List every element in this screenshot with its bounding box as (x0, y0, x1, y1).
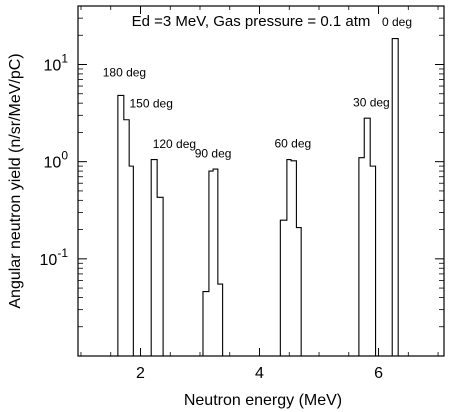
peak-label: 0 deg (382, 15, 412, 29)
y-tick-label: 10-1 (40, 246, 69, 269)
peak-label: 60 deg (274, 136, 311, 150)
peak-label: 90 deg (195, 147, 232, 161)
histogram-180-deg (117, 94, 134, 356)
y-tick-label: 101 (44, 52, 69, 75)
histogram-0-deg (391, 37, 399, 356)
x-tick-label: 2 (136, 365, 145, 382)
peak-label: 150 deg (130, 97, 173, 111)
histogram-layer (117, 37, 399, 356)
x-tick-label: 6 (374, 365, 383, 382)
histogram-30-deg (358, 117, 377, 356)
y-axis-title: Angular neutron yield (n/sr/MeV/pC) (7, 53, 24, 308)
histogram-60-deg (279, 159, 302, 356)
x-axis-title: Neutron energy (MeV) (184, 392, 342, 409)
peak-label: 180 deg (103, 66, 146, 80)
peak-label: 120 deg (153, 137, 196, 151)
histogram-120-deg (150, 159, 164, 356)
y-tick-label: 100 (44, 149, 69, 172)
plot-layer: 2 4 6 10-1 100 101 (40, 5, 445, 382)
plot-frame (77, 5, 445, 357)
histogram-90-deg (202, 168, 224, 356)
x-tick-label: 4 (255, 365, 264, 382)
peak-label: 30 deg (353, 95, 390, 109)
chart-title: Ed =3 MeV, Gas pressure = 0.1 atm (132, 13, 371, 30)
